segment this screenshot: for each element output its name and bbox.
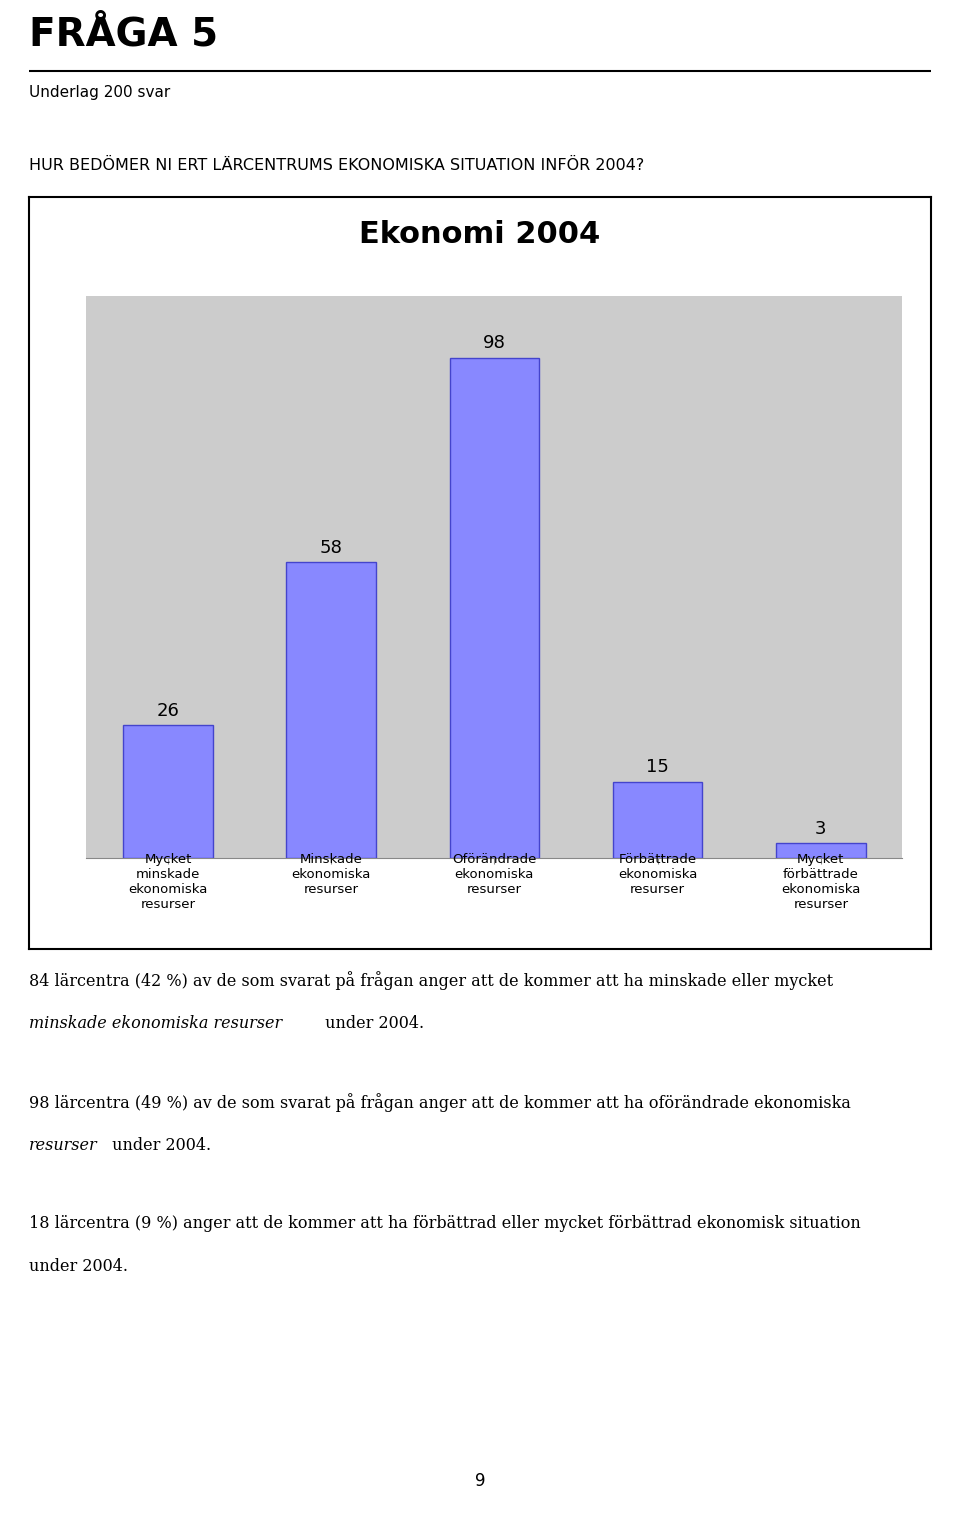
Text: 18 lärcentra (9 %) anger att de kommer att ha förbättrad eller mycket förbättrad: 18 lärcentra (9 %) anger att de kommer a… [29,1215,860,1232]
Text: resurser: resurser [29,1136,97,1154]
Text: 3: 3 [815,820,827,838]
Text: 26: 26 [156,702,180,720]
Bar [449,357,540,858]
Text: 15: 15 [646,758,669,776]
Text: Oförändrade
ekonomiska
resurser: Oförändrade ekonomiska resurser [452,852,537,896]
Text: Förbättrade
ekonomiska
resurser: Förbättrade ekonomiska resurser [618,852,697,896]
Text: under 2004.: under 2004. [321,1015,424,1033]
Bar [286,562,376,858]
Text: FRÅGA 5: FRÅGA 5 [29,15,218,53]
Text: Mycket
förbättrade
ekonomiska
resurser: Mycket förbättrade ekonomiska resurser [781,852,860,910]
Text: HUR BEDÖMER NI ERT LÄRCENTRUMS EKONOMISKA SITUATION INFÖR 2004?: HUR BEDÖMER NI ERT LÄRCENTRUMS EKONOMISK… [29,158,644,173]
Text: 98: 98 [483,334,506,352]
Bar [776,843,866,858]
Text: Ekonomi 2004: Ekonomi 2004 [359,220,601,249]
Text: 98 lärcentra (49 %) av de som svarat på frågan anger att de kommer att ha oförän: 98 lärcentra (49 %) av de som svarat på … [29,1094,851,1112]
Text: Minskade
ekonomiska
resurser: Minskade ekonomiska resurser [292,852,371,896]
Text: Underlag 200 svar: Underlag 200 svar [29,85,170,100]
Text: under 2004.: under 2004. [108,1136,211,1154]
Text: 84 lärcentra (42 %) av de som svarat på frågan anger att de kommer att ha minska: 84 lärcentra (42 %) av de som svarat på … [29,972,833,990]
Text: Mycket
minskade
ekonomiska
resurser: Mycket minskade ekonomiska resurser [129,852,207,910]
Text: minskade ekonomiska resurser: minskade ekonomiska resurser [29,1015,282,1033]
Text: 58: 58 [320,539,343,557]
Text: under 2004.: under 2004. [29,1258,128,1276]
Text: 9: 9 [475,1472,485,1490]
Bar [123,726,213,858]
Bar [612,782,703,858]
